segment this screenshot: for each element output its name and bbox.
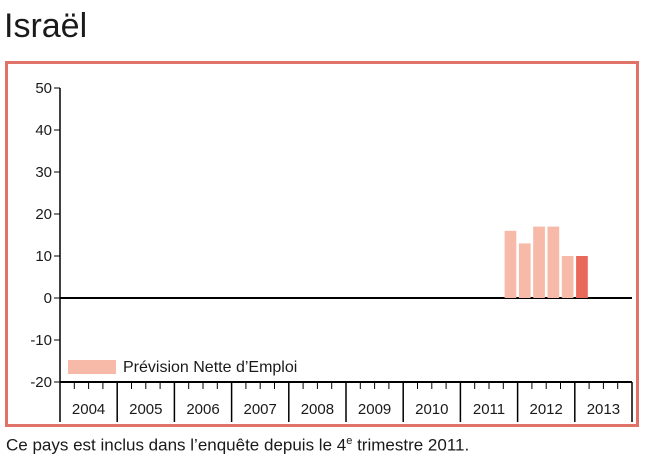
x-tick-label: 2009 — [358, 401, 391, 418]
page-title: Israël — [4, 7, 88, 45]
y-tick-label: 20 — [35, 206, 52, 223]
y-tick-label: -10 — [30, 332, 52, 349]
y-tick-label: -20 — [30, 374, 52, 391]
footnote-text-end: trimestre 2011. — [352, 435, 470, 455]
bar — [576, 256, 588, 298]
bar — [547, 226, 560, 298]
bar — [561, 256, 574, 298]
footnote-superscript: e — [346, 435, 353, 447]
bar — [518, 243, 531, 298]
x-tick-label: 2012 — [530, 401, 563, 418]
x-tick-label: 2010 — [415, 401, 448, 418]
bar — [504, 230, 517, 298]
y-tick-label: 50 — [35, 80, 52, 97]
x-tick-label: 2006 — [186, 401, 219, 418]
x-tick-label: 2008 — [301, 401, 334, 418]
y-tick-label: 0 — [44, 290, 52, 307]
y-tick-label: 40 — [35, 122, 52, 139]
x-tick-label: 2004 — [72, 401, 105, 418]
x-tick-label: 2005 — [129, 401, 162, 418]
legend-label: Prévision Nette d’Emploi — [123, 359, 297, 376]
bar — [533, 226, 545, 298]
legend-swatch — [68, 360, 116, 374]
y-tick-label: 30 — [35, 164, 52, 181]
footnote-text: Ce pays est inclus dans l’enquête depuis… — [6, 435, 347, 455]
y-tick-label: 10 — [35, 248, 52, 265]
chart-frame: 50 40 30 20 10 0 -10 -20 2004 2005 2006 2007 2008 200… — [5, 61, 639, 427]
x-tick-label: 2007 — [244, 401, 277, 418]
footnote: Ce pays est inclus dans l’enquête depuis… — [6, 430, 469, 457]
x-tick-label: 2011 — [473, 401, 505, 418]
x-tick-label: 2013 — [587, 401, 620, 418]
